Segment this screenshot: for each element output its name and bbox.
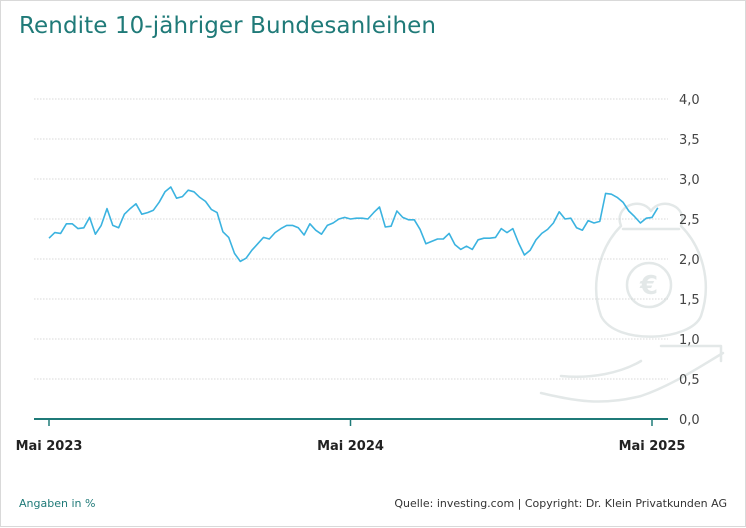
gridlines bbox=[34, 98, 668, 380]
y-tick-label: 2,0 bbox=[679, 253, 700, 268]
source-note: Quelle: investing.com | Copyright: Dr. K… bbox=[394, 497, 727, 510]
x-tick-label: Mai 2024 bbox=[317, 439, 384, 454]
yield-line bbox=[48, 186, 659, 263]
y-tick-label: 1,5 bbox=[679, 293, 700, 308]
y-axis-labels: 0,0 0,5 1,0 1,5 2,0 2,5 3,0 3,5 4,0 bbox=[679, 93, 700, 428]
y-tick-label: 2,5 bbox=[679, 213, 700, 228]
money-bag-euro-hand-icon: € bbox=[539, 202, 725, 403]
x-tick-label: Mai 2023 bbox=[16, 439, 83, 454]
y-tick-label: 0,5 bbox=[679, 373, 700, 388]
unit-note: Angaben in % bbox=[19, 497, 96, 510]
y-tick-label: 0,0 bbox=[679, 413, 700, 428]
y-tick-label: 3,5 bbox=[679, 133, 700, 148]
y-tick-label: 4,0 bbox=[679, 93, 700, 108]
y-tick-label: 1,0 bbox=[679, 333, 700, 348]
x-axis-ticks: Mai 2023 Mai 2024 Mai 2025 bbox=[16, 419, 686, 454]
y-tick-label: 3,0 bbox=[679, 173, 700, 188]
chart-title: Rendite 10-jähriger Bundesanleihen bbox=[19, 13, 437, 39]
svg-text:€: € bbox=[639, 271, 658, 301]
x-tick-label: Mai 2025 bbox=[619, 439, 686, 454]
